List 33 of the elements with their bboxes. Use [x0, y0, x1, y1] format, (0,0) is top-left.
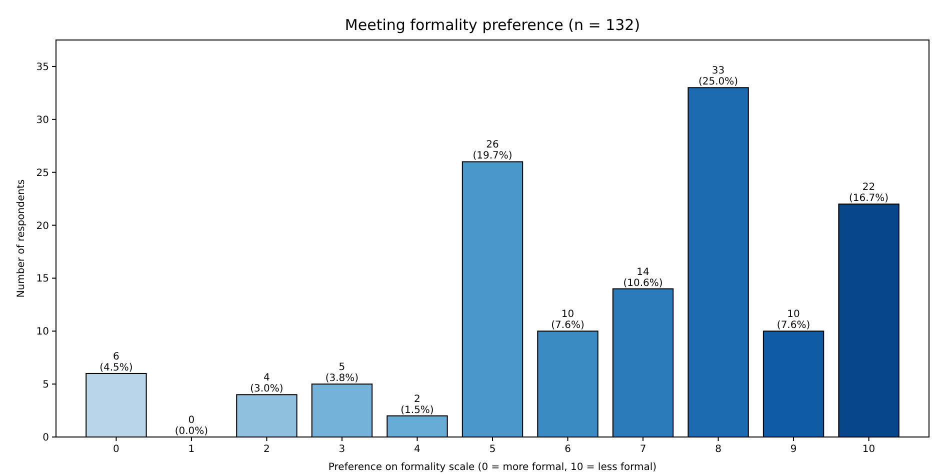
y-tick-label: 0 — [42, 432, 49, 444]
x-tick-label: 8 — [715, 444, 722, 455]
y-tick-label: 30 — [36, 114, 49, 126]
x-tick-label: 9 — [790, 444, 797, 455]
data-label: 10 (7.6%) — [776, 309, 810, 332]
data-label: 6 (4.5%) — [100, 351, 133, 374]
x-axis-title: Preference on formality scale (0 = more formal, 10 = less formal) — [328, 462, 657, 473]
y-tick-label: 5 — [42, 380, 49, 391]
x-tick-label: 0 — [113, 444, 120, 455]
data-label: 33 (25.0%) — [698, 66, 738, 88]
y-tick-label: 15 — [36, 274, 49, 285]
y-tick-label: 10 — [36, 326, 49, 338]
x-tick-label: 3 — [338, 444, 346, 455]
data-label: 22 (16.7%) — [849, 182, 889, 204]
data-label: 0 (0.0%) — [174, 415, 208, 437]
x-tick-label: 2 — [264, 444, 270, 455]
x-tick-label: 5 — [489, 444, 496, 455]
y-tick-label: 20 — [36, 220, 49, 232]
data-label: 10 (7.6%) — [551, 309, 584, 332]
x-tick-label: 7 — [640, 444, 646, 455]
x-tick-label: 1 — [188, 444, 195, 455]
data-label: 14 (10.6%) — [623, 266, 663, 289]
x-tick-label: 10 — [862, 444, 876, 455]
x-tick-label: 6 — [564, 444, 571, 455]
data-label: 2 (1.5%) — [400, 394, 434, 416]
y-axis-title: Number of respondents — [16, 179, 27, 298]
y-tick-label: 25 — [36, 168, 49, 179]
data-label: 4 (3.0%) — [250, 372, 284, 395]
data-label: 26 (19.7%) — [472, 140, 512, 162]
data-label: 5 (3.8%) — [325, 362, 359, 384]
y-tick-label: 35 — [36, 62, 49, 73]
chart-title: Meeting formality preference (n = 132) — [344, 16, 640, 34]
x-tick-label: 4 — [414, 444, 420, 455]
